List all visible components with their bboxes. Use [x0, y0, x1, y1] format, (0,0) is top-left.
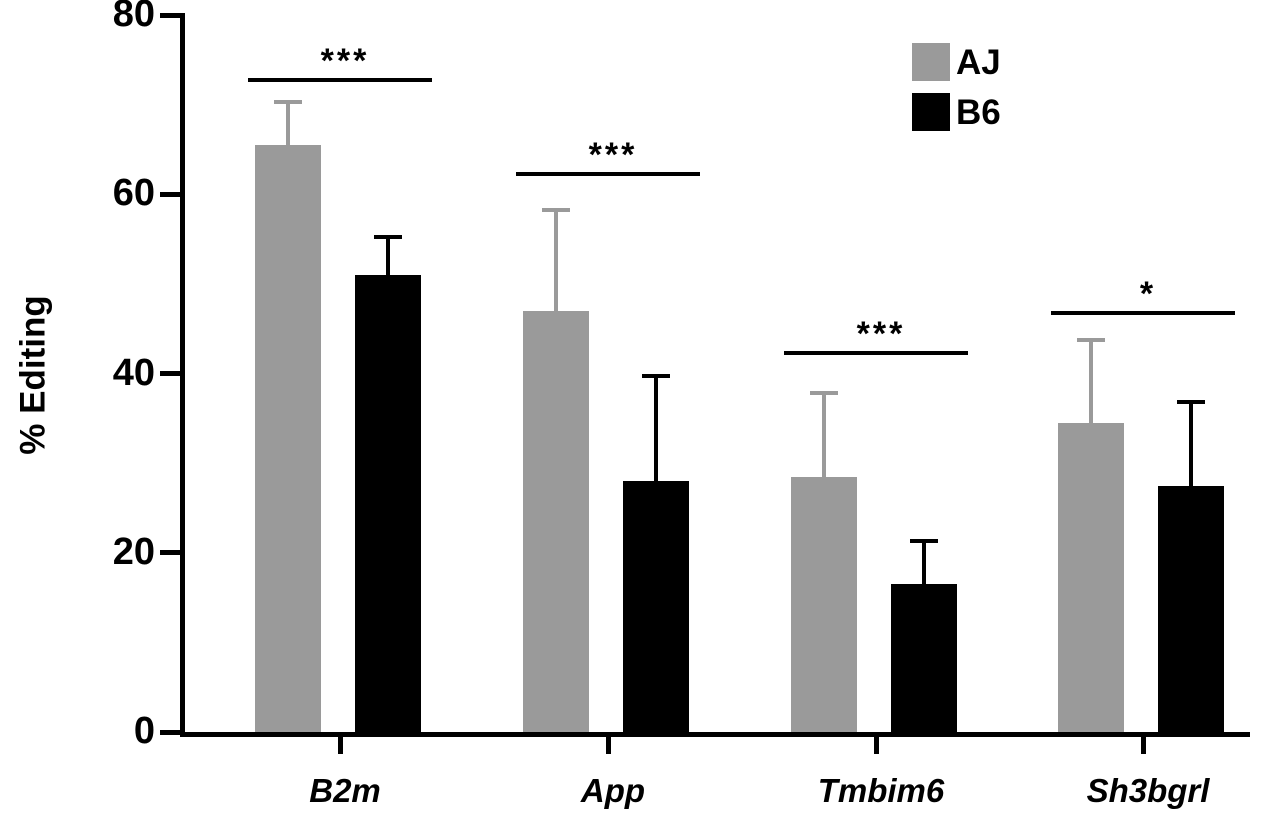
bar-B6-Sh3bgrl	[1158, 485, 1224, 732]
legend-label-b6: B6	[956, 92, 1001, 132]
y-tick-label: 40	[112, 351, 155, 394]
error-cap-AJ-B2m	[274, 100, 302, 105]
bar-AJ-Tmbim6	[791, 476, 857, 732]
y-axis-label: % Editing	[13, 295, 53, 455]
y-tick-label: 20	[112, 530, 155, 573]
significance-line-B2m	[248, 77, 432, 82]
error-bar-B6-B2m	[386, 234, 390, 277]
error-bar-AJ-App	[554, 207, 558, 313]
significance-line-Sh3bgrl	[1051, 310, 1235, 315]
y-tick-mark	[160, 191, 180, 197]
y-tick-mark	[160, 12, 180, 18]
error-bar-B6-Sh3bgrl	[1189, 400, 1193, 488]
y-tick-mark	[160, 729, 180, 735]
legend-swatch-aj	[912, 43, 950, 81]
y-tick-mark	[160, 550, 180, 556]
error-cap-AJ-Tmbim6	[810, 391, 838, 396]
x-tick-mark	[605, 737, 611, 754]
significance-line-App	[516, 171, 700, 176]
error-bar-B6-Tmbim6	[922, 539, 926, 587]
error-bar-AJ-B2m	[286, 100, 290, 147]
error-bar-B6-App	[654, 373, 658, 484]
bar-B6-B2m	[355, 274, 421, 732]
error-cap-B6-Sh3bgrl	[1177, 400, 1205, 405]
y-tick-mark	[160, 371, 180, 376]
significance-label-Tmbim6: ***	[856, 315, 906, 354]
x-axis-line	[180, 732, 1250, 737]
error-cap-B6-App	[642, 373, 670, 378]
significance-label-B2m: ***	[320, 41, 370, 80]
x-tick-mark	[1140, 737, 1146, 754]
legend-label-aj: AJ	[956, 42, 1001, 82]
x-tick-label-Tmbim6: Tmbim6	[817, 772, 945, 809]
x-tick-mark	[873, 737, 879, 754]
y-tick-label: 0	[133, 710, 155, 753]
legend: AJ B6	[912, 40, 1001, 140]
y-axis-line	[180, 13, 185, 737]
x-tick-label-App: App	[580, 772, 646, 809]
legend-swatch-b6	[912, 93, 950, 131]
bar-B6-Tmbim6	[891, 584, 957, 732]
x-tick-label-B2m: B2m	[309, 772, 381, 809]
bar-B6-App	[623, 481, 689, 732]
error-cap-AJ-App	[542, 207, 570, 212]
bar-AJ-Sh3bgrl	[1058, 422, 1124, 732]
legend-item-b6: B6	[912, 90, 1001, 134]
bar-AJ-B2m	[255, 144, 321, 732]
bar-AJ-App	[523, 310, 589, 732]
significance-label-Sh3bgrl: *	[1139, 274, 1157, 313]
significance-label-App: ***	[588, 135, 638, 174]
x-tick-mark	[337, 737, 343, 754]
legend-item-aj: AJ	[912, 40, 1001, 84]
y-tick-label: 60	[112, 172, 155, 215]
y-tick-label: 80	[112, 0, 155, 36]
x-tick-label-Sh3bgrl: Sh3bgrl	[1086, 772, 1210, 809]
error-bar-AJ-Tmbim6	[822, 391, 826, 479]
error-bar-AJ-Sh3bgrl	[1089, 337, 1093, 425]
error-cap-B6-B2m	[374, 234, 402, 239]
error-cap-AJ-Sh3bgrl	[1077, 337, 1105, 342]
significance-line-Tmbim6	[784, 351, 968, 356]
error-cap-B6-Tmbim6	[910, 539, 938, 544]
